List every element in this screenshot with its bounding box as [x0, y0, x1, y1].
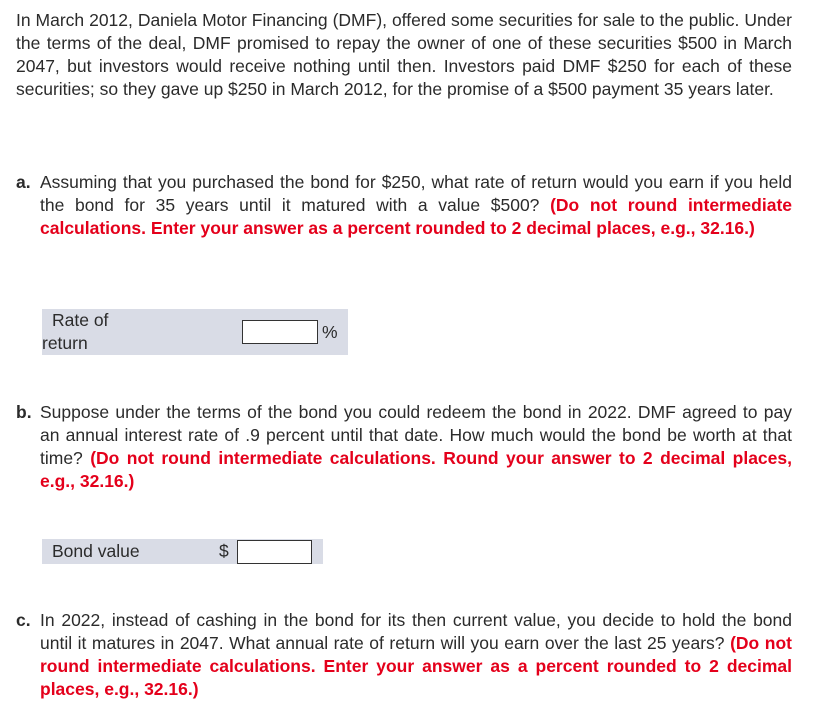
bond-value-input[interactable] [237, 540, 312, 564]
rate-of-return-input[interactable] [242, 320, 318, 344]
question-b-label: b. [16, 402, 32, 422]
question-b-instruction: (Do not round intermediate calculations.… [40, 448, 792, 491]
question-c-instruction: (Do not round intermediate calculations.… [40, 633, 792, 699]
intro-paragraph: In March 2012, Daniela Motor Financing (… [16, 10, 792, 99]
question-a-text: Assuming that you purchased the bond for… [40, 172, 792, 215]
question-b: b. Suppose under the terms of the bond y… [16, 401, 792, 493]
rate-of-return-row: Rate of return % [42, 309, 348, 355]
question-a-label: a. [16, 172, 31, 192]
question-c-label: c. [16, 610, 31, 630]
rate-of-return-label-1: Rate of [52, 310, 109, 330]
dollar-prefix: $ [219, 541, 229, 561]
bond-value-label: Bond value [52, 541, 140, 561]
question-a-instruction: (Do not round intermediate calculations.… [40, 195, 792, 238]
rate-of-return-label-2: return [42, 333, 88, 353]
question-c-text: In 2022, instead of cashing in the bond … [40, 610, 792, 653]
bond-value-row: Bond value $ [42, 539, 323, 564]
question-c: c. In 2022, instead of cashing in the bo… [16, 609, 792, 701]
percent-unit: % [322, 322, 338, 342]
question-b-text: Suppose under the terms of the bond you … [40, 402, 792, 468]
question-a: a. Assuming that you purchased the bond … [16, 171, 792, 240]
